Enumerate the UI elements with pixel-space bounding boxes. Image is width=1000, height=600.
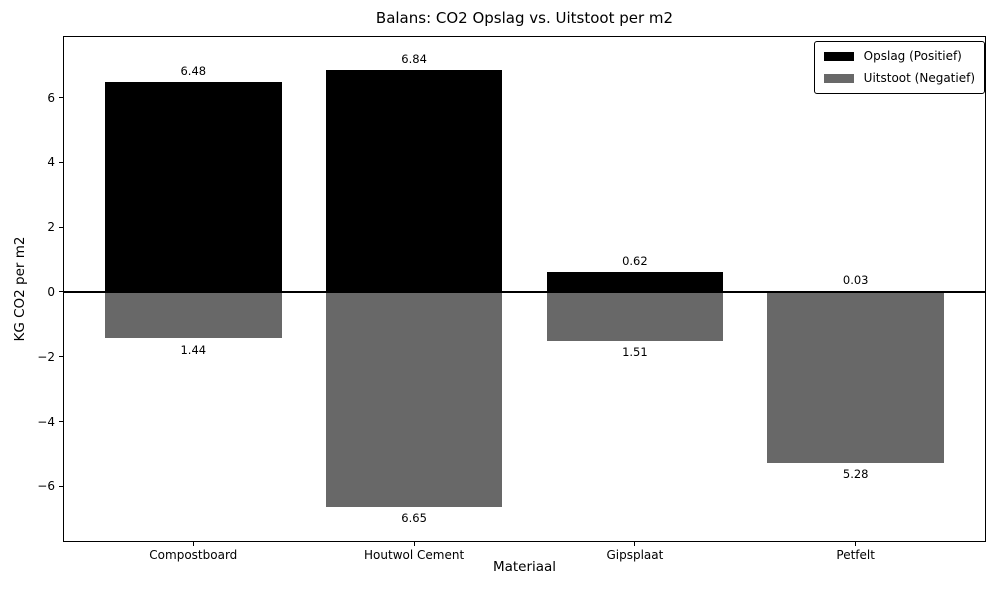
y-tick-label: −6 bbox=[37, 479, 55, 494]
legend-label-uitstoot: Uitstoot (Negatief) bbox=[863, 71, 975, 85]
legend-label-opslag: Opslag (Positief) bbox=[863, 49, 962, 63]
plot-area bbox=[63, 36, 986, 542]
y-tick-label: 2 bbox=[47, 220, 55, 235]
chart-title: Balans: CO2 Opslag vs. Uitstoot per m2 bbox=[375, 9, 674, 27]
y-tick-label: 4 bbox=[47, 155, 55, 170]
x-tick-mark bbox=[413, 542, 415, 546]
legend-item-opslag: Opslag (Positief) bbox=[823, 49, 975, 64]
legend-item-uitstoot: Uitstoot (Negatief) bbox=[823, 71, 975, 86]
x-tick-mark bbox=[192, 542, 194, 546]
x-tick-mark bbox=[855, 542, 857, 546]
y-tick-label: −4 bbox=[37, 414, 55, 429]
legend-swatch-uitstoot bbox=[823, 74, 854, 83]
x-tick-mark bbox=[634, 542, 636, 546]
y-axis-label: KG CO2 per m2 bbox=[12, 236, 28, 342]
y-tick-label: −2 bbox=[37, 349, 55, 364]
y-tick-label: 0 bbox=[47, 284, 55, 299]
x-axis-label: Materiaal bbox=[492, 559, 557, 575]
legend-swatch-opslag bbox=[823, 52, 854, 61]
legend: Opslag (Positief) Uitstoot (Negatief) bbox=[813, 41, 985, 94]
y-tick-label: 6 bbox=[47, 90, 55, 105]
